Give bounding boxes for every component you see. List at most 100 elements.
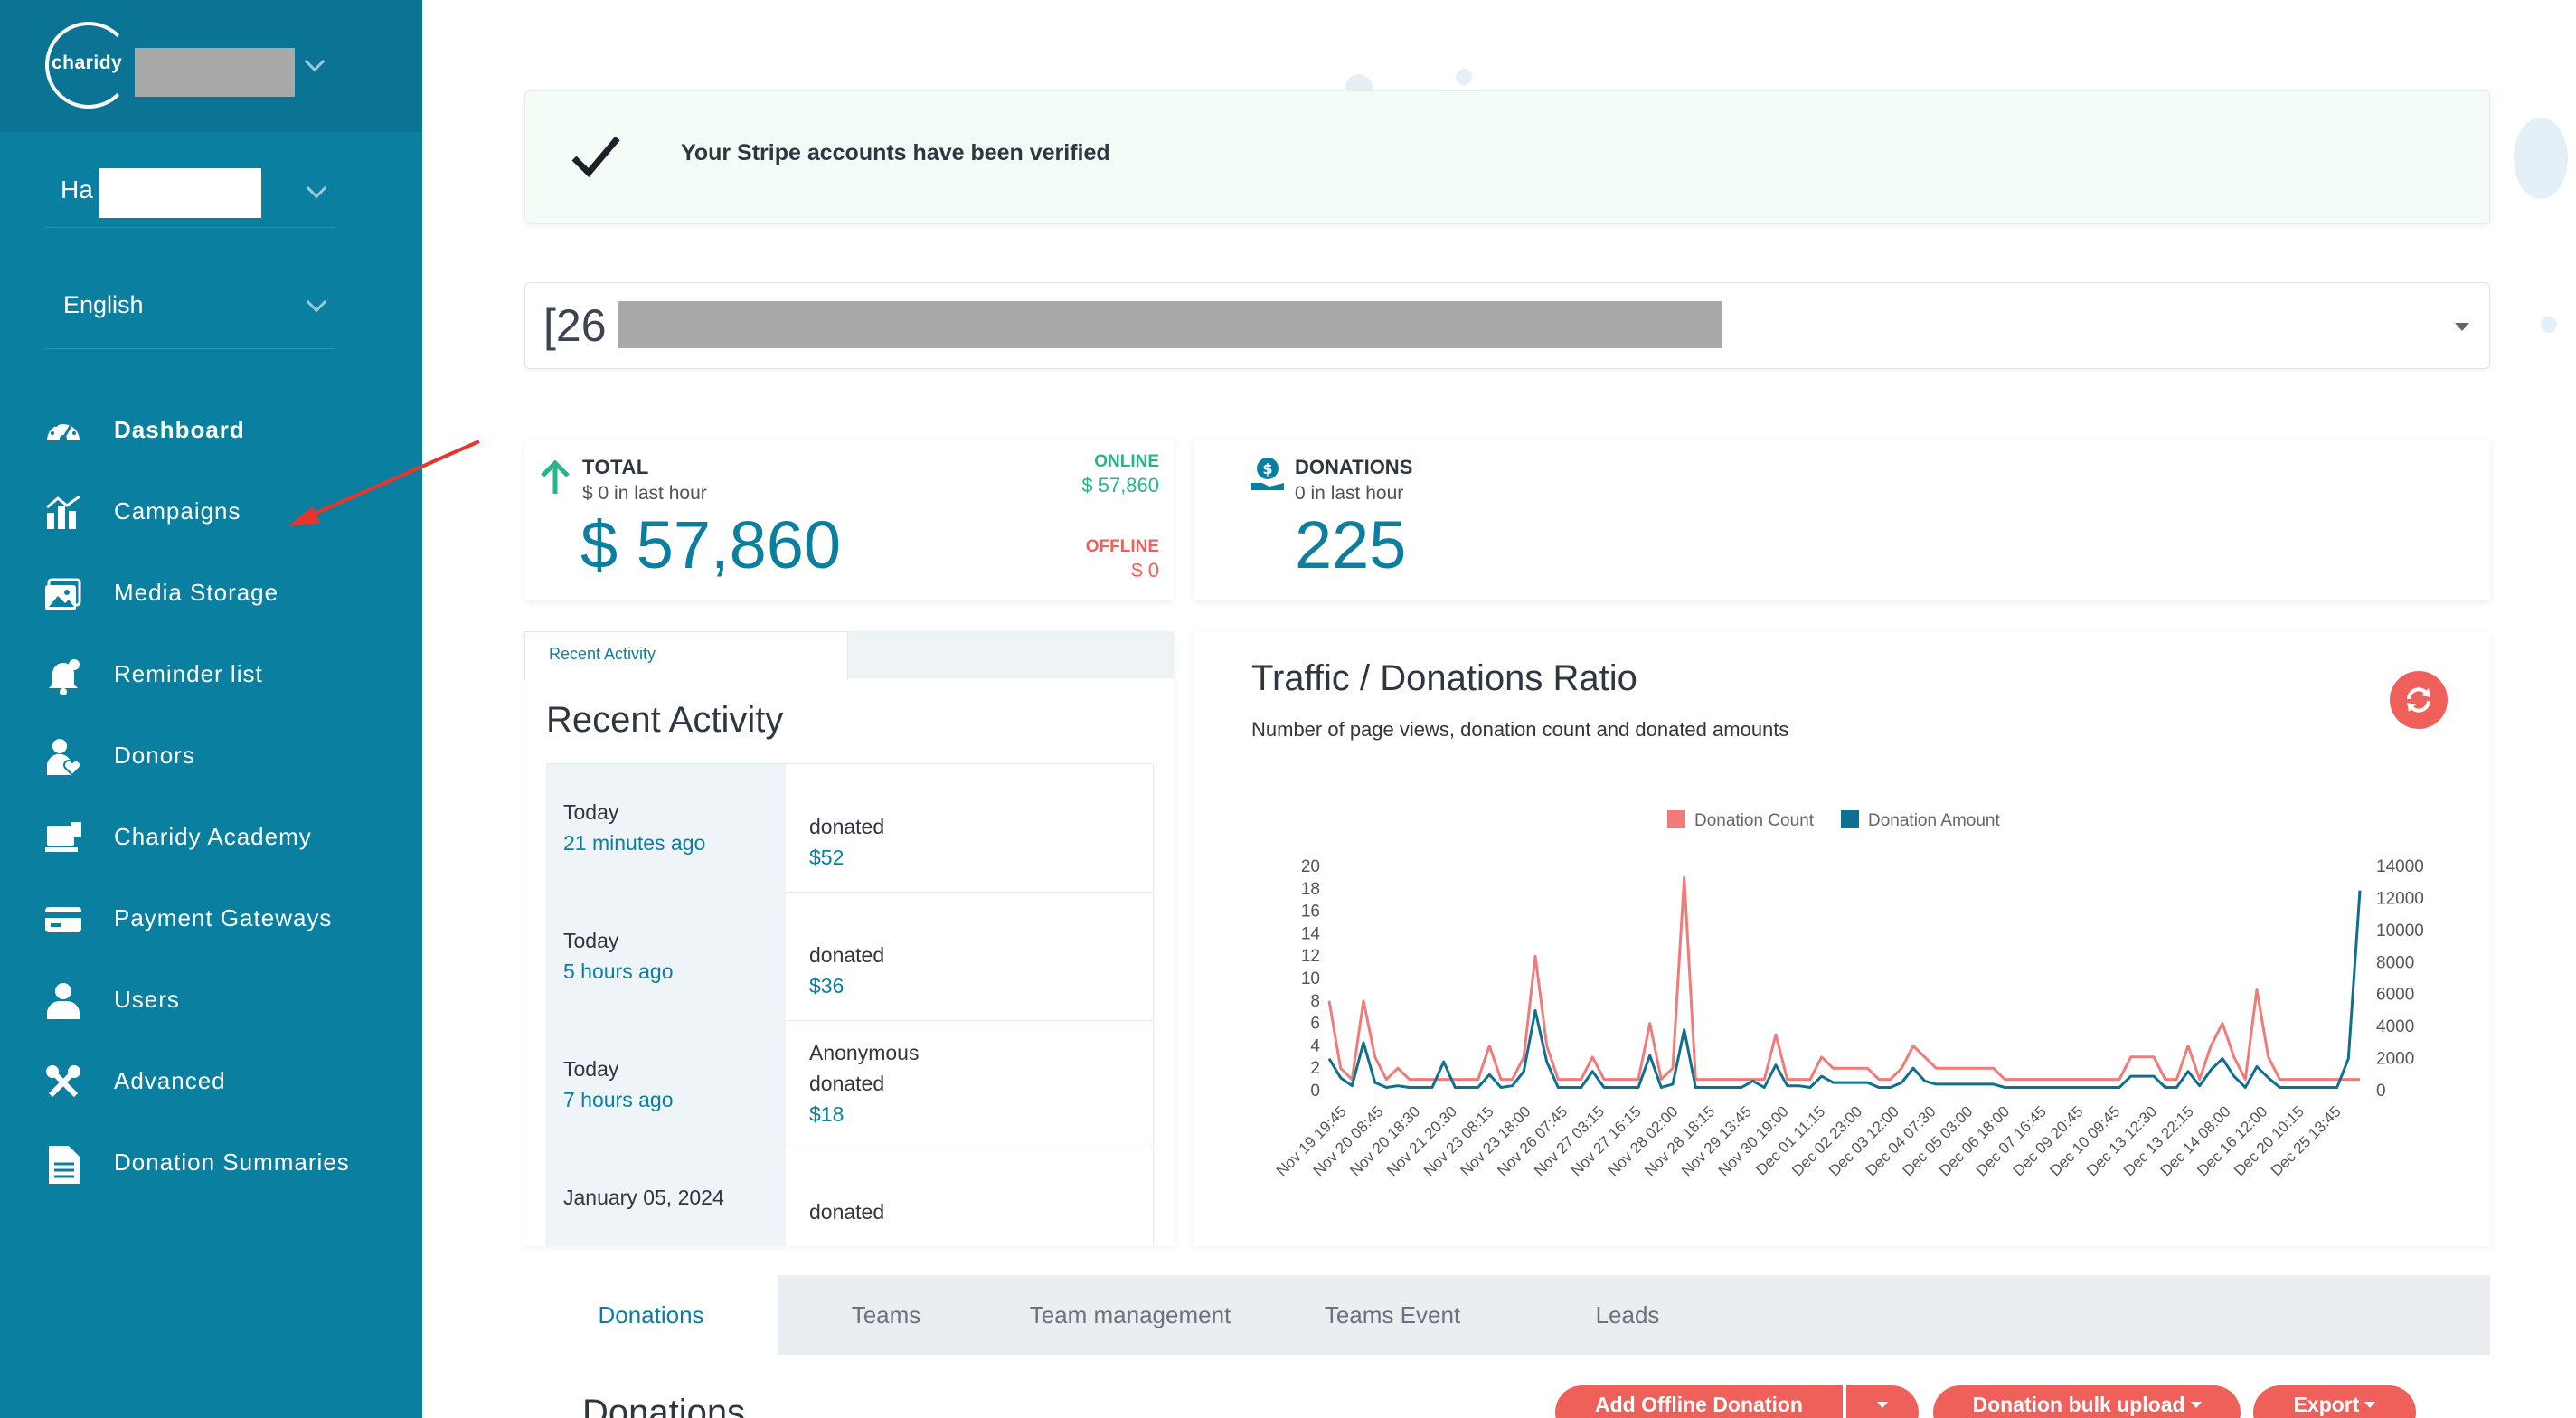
chevron-down-icon[interactable]: [304, 51, 326, 72]
organization-name: Ha: [61, 175, 93, 203]
document-icon: [43, 1144, 83, 1184]
activity-amount: $36: [809, 974, 845, 997]
donation-bulk-upload-button[interactable]: Donation bulk upload: [1933, 1385, 2241, 1418]
activity-time: January 05, 2024: [547, 1149, 786, 1246]
annotation-arrow: [288, 440, 480, 526]
campaign-select[interactable]: [26: [524, 282, 2490, 369]
total-amount: $ 57,860: [580, 507, 842, 582]
y-tick-label-left: 10: [1301, 969, 1320, 988]
activity-row: Today 7 hours ago Anonymous donated $18: [547, 1021, 1153, 1149]
redacted-account-name: [135, 48, 295, 97]
recent-activity-title: Recent Activity: [546, 700, 784, 740]
online-label: ONLINE: [1094, 452, 1159, 471]
language-select[interactable]: English: [45, 264, 335, 349]
activity-time: Today 5 hours ago: [547, 893, 786, 1021]
activity-ago: 7 hours ago: [563, 1088, 674, 1111]
activity-action: donated: [809, 943, 885, 967]
activity-ago: 5 hours ago: [563, 960, 674, 983]
language-label: English: [63, 291, 144, 318]
caret-down-icon: [2190, 1401, 2202, 1408]
sidebar-item-label: Campaigns: [114, 497, 241, 525]
y-tick-label-left: 0: [1310, 1082, 1320, 1101]
sidebar-item-label: Advanced: [114, 1067, 226, 1094]
tab-teams[interactable]: Teams: [851, 1300, 921, 1328]
donations-label: DONATIONS: [1295, 456, 1413, 478]
donations-section-title: Donations: [582, 1393, 746, 1418]
tab-teams-event[interactable]: Teams Event: [1324, 1300, 1461, 1328]
activity-row: January 05, 2024 donated: [547, 1149, 1153, 1246]
y-tick-label-left: 12: [1301, 947, 1320, 966]
legend-swatch: [1841, 810, 1859, 828]
y-tick-label-right: 0: [2376, 1082, 2386, 1101]
background-decoration: [2541, 317, 2557, 333]
export-button[interactable]: Export: [2253, 1385, 2416, 1418]
sidebar-item-advanced[interactable]: Advanced: [0, 1049, 422, 1112]
tab-team-management[interactable]: Team management: [1029, 1300, 1231, 1328]
activity-list[interactable]: Today 21 minutes ago donated $52 Today 5…: [546, 763, 1154, 1246]
activity-amount: $52: [809, 846, 845, 869]
recent-activity-tabbar: Recent Activity: [524, 631, 1174, 680]
donations-card: $ DONATIONS 0 in last hour 225: [1194, 440, 2490, 600]
speedometer-icon: [43, 411, 83, 451]
sidebar-item-payment-gateways[interactable]: Payment Gateways: [0, 886, 422, 950]
donor-heart-icon: [43, 737, 83, 777]
tab-recent-activity[interactable]: Recent Activity: [524, 631, 848, 680]
sidebar: charidy Ha English Dashboard Campaigns: [0, 0, 422, 1418]
y-tick-label-right: 4000: [2376, 1017, 2414, 1036]
chevron-down-icon[interactable]: [306, 291, 327, 313]
user-icon: [43, 981, 83, 1021]
sidebar-item-reminder-list[interactable]: Reminder list: [0, 642, 422, 705]
image-gallery-icon: [43, 574, 83, 614]
activity-ago: 21 minutes ago: [563, 831, 706, 855]
sidebar-item-charidy-academy[interactable]: Charidy Academy: [0, 805, 422, 868]
campaign-select-value: [26: [543, 300, 607, 351]
laptop-academy-icon: [43, 818, 83, 858]
arrow-up-icon: [541, 459, 570, 494]
recent-activity-panel: Recent Activity Recent Activity Today 21…: [524, 631, 1174, 1246]
online-amount: $ 57,860: [1081, 474, 1159, 496]
sidebar-item-dashboard[interactable]: Dashboard: [0, 398, 422, 461]
activity-detail: donated $52: [786, 764, 1153, 893]
sidebar-item-donation-summaries[interactable]: Donation Summaries: [0, 1130, 422, 1194]
tab-donations[interactable]: Donations: [524, 1275, 778, 1355]
total-label: TOTAL: [582, 456, 649, 478]
sidebar-item-donors[interactable]: Donors: [0, 723, 422, 787]
background-decoration: [1456, 69, 1472, 85]
svg-text:$: $: [1262, 460, 1272, 477]
activity-detail: Anonymous donated $18: [786, 1021, 1153, 1149]
charidy-logo-ring: [45, 22, 132, 109]
activity-donor-name: Anonymous: [809, 1041, 920, 1064]
sidebar-item-media-storage[interactable]: Media Storage: [0, 561, 422, 624]
tab-leads[interactable]: Leads: [1595, 1300, 1660, 1328]
activity-day: Today: [563, 1057, 619, 1081]
tools-icon: [43, 1063, 83, 1102]
organization-select[interactable]: Ha: [45, 156, 335, 228]
activity-time: Today 21 minutes ago: [547, 764, 786, 893]
org-switcher[interactable]: charidy: [0, 0, 422, 132]
sidebar-item-users[interactable]: Users: [0, 968, 422, 1031]
y-tick-label-right: 14000: [2376, 857, 2424, 876]
y-tick-label-right: 2000: [2376, 1050, 2414, 1069]
y-tick-label-left: 4: [1310, 1036, 1320, 1055]
chart-title: Traffic / Donations Ratio: [1251, 658, 1637, 698]
bell-icon: [43, 656, 83, 695]
refresh-button[interactable]: [2390, 671, 2448, 729]
donations-tabs: Donations Teams Team management Teams Ev…: [524, 1275, 2490, 1355]
add-offline-donation-button[interactable]: Add Offline Donation: [1555, 1385, 1843, 1418]
sidebar-item-label: Media Storage: [114, 579, 279, 606]
caret-down-icon[interactable]: [2455, 323, 2469, 331]
y-tick-label-right: 10000: [2376, 922, 2424, 941]
activity-detail: donated $36: [786, 893, 1153, 1021]
chevron-down-icon[interactable]: [306, 177, 327, 199]
caret-down-icon: [1877, 1401, 1888, 1408]
background-decoration: [2514, 118, 2568, 199]
add-offline-dropdown-button[interactable]: [1846, 1385, 1919, 1418]
donations-count: 225: [1295, 507, 1407, 582]
activity-row: Today 5 hours ago donated $36: [547, 893, 1153, 1021]
activity-amount: $18: [809, 1102, 845, 1126]
sidebar-item-label: Charidy Academy: [114, 823, 312, 850]
checkmark-icon: [571, 136, 620, 178]
y-tick-label-left: 18: [1301, 880, 1320, 899]
sidebar-item-campaigns[interactable]: Campaigns: [0, 479, 422, 543]
donations-tab-content: Donations Add Offline Donation Donation …: [524, 1355, 2490, 1418]
